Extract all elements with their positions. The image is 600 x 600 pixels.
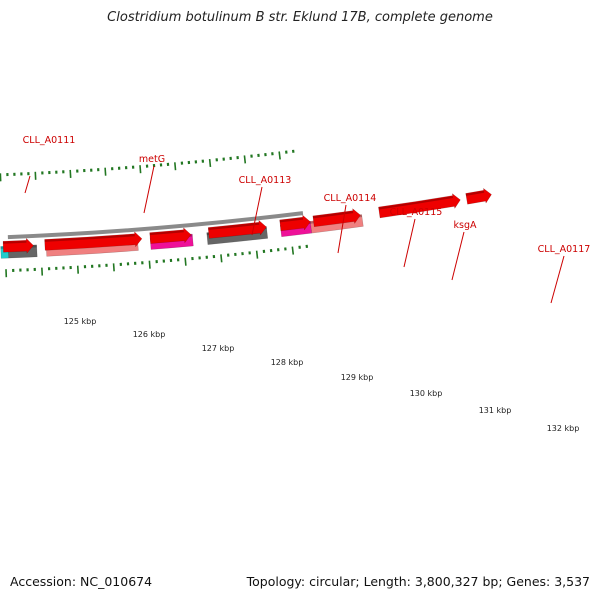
gene-arrow — [44, 231, 143, 251]
leader-line — [24, 175, 31, 194]
inner-tick-major — [139, 165, 142, 174]
gene-arrow-shadow — [378, 196, 454, 210]
gene-arrow-shadow — [465, 190, 485, 196]
leader-line — [403, 218, 416, 268]
gene-arrow — [465, 187, 492, 205]
ruler-label: 127 kbp — [202, 344, 235, 353]
gene-arrow — [279, 214, 311, 232]
map-title: Clostridium botulinum B str. Eklund 17B,… — [107, 10, 493, 25]
inner-tick-major — [208, 158, 212, 168]
ruler-labels: 125 kbp 126 kbp 127 kbp 128 kbp 129 kbp 130 k… — [64, 317, 580, 433]
gene-label: metG — [139, 154, 165, 165]
inner-tick-major — [278, 151, 281, 160]
gene-arrow-shadow — [149, 230, 184, 236]
outer-tick-major — [148, 260, 151, 269]
gene-features — [0, 187, 492, 259]
gene-label: CLL_A0111 — [23, 135, 76, 146]
gene-arrow — [312, 208, 361, 228]
genome-summary: Topology: circular; Length: 3,800,327 bp… — [246, 574, 590, 589]
gene-labels: CLL_A0111 metG CLL_A0113 CLL_A0114 CLL_A0115… — [23, 135, 591, 255]
leader-line — [251, 186, 263, 236]
ruler-label: 131 kbp — [479, 406, 512, 415]
label-leaders — [24, 165, 565, 304]
gene-label: CLL_A0114 — [324, 193, 377, 204]
gene-arrow-shadow — [44, 234, 135, 242]
gene-arrow-shadow — [208, 222, 260, 230]
gene-label: ksgA — [454, 220, 477, 231]
leader-line — [451, 231, 465, 281]
ruler-label: 130 kbp — [410, 389, 443, 398]
gene-label: CLL_A0113 — [239, 175, 292, 186]
genome-backbone — [7, 211, 304, 240]
ruler-label: 132 kbp — [547, 424, 580, 433]
leader-line — [337, 204, 347, 254]
gene-arrow — [378, 193, 461, 219]
inner-tick-major — [104, 167, 107, 176]
ruler-label: 128 kbp — [271, 358, 304, 367]
inner-tick-major — [243, 155, 247, 164]
gene-label: CLL_A0117 — [538, 244, 591, 255]
gene-label: CLL_A0115 — [390, 207, 443, 218]
outer-tick-major — [220, 254, 223, 263]
outer-tick-major — [184, 257, 187, 266]
leader-line — [143, 165, 155, 214]
leader-line — [550, 255, 565, 304]
outer-tick-major — [112, 263, 115, 272]
gene-arrow-shadow — [279, 217, 304, 223]
gene-arrow — [2, 237, 34, 254]
ruler-label: 126 kbp — [133, 330, 166, 339]
inner-tick-major — [174, 162, 177, 171]
accession-text: Accession: NC_010674 — [10, 574, 153, 589]
ruler-label: 129 kbp — [341, 373, 374, 382]
inner-ticks — [0, 149, 295, 182]
gene-arrow-shadow — [3, 240, 27, 244]
outer-tick-major — [255, 250, 259, 259]
ruler-label: 125 kbp — [64, 317, 97, 326]
outer-tick-major — [291, 246, 295, 255]
outer-ticks — [5, 244, 309, 278]
gene-arrow-shadow — [312, 211, 354, 219]
gene-arrow — [149, 227, 192, 244]
